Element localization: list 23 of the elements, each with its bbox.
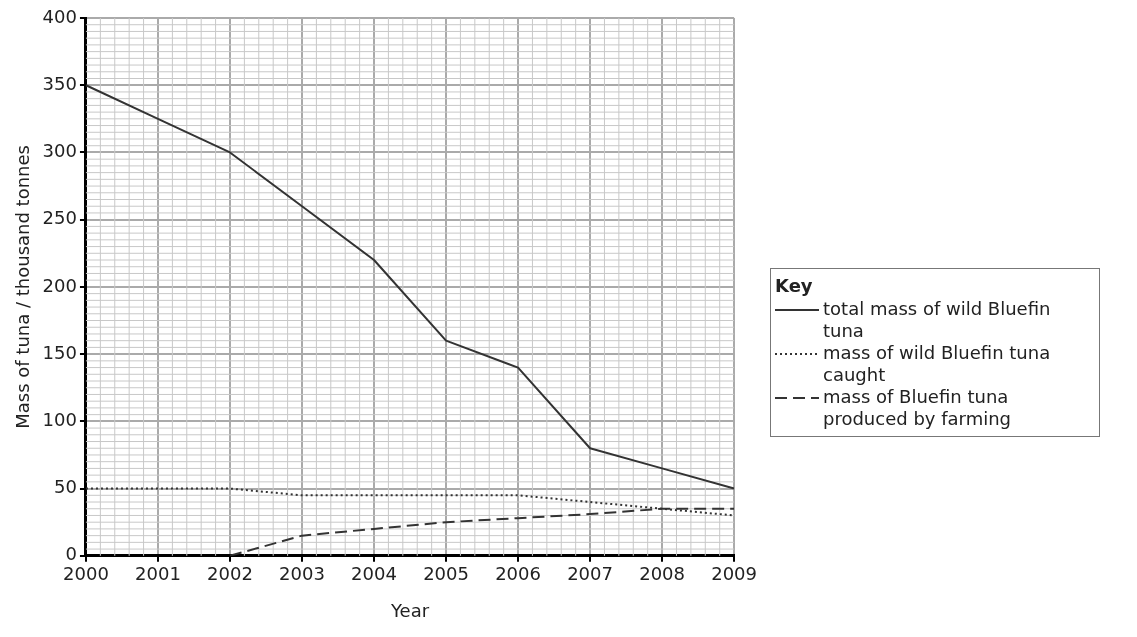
y-tick-label: 350 [42, 72, 77, 94]
x-tick-label: 2004 [351, 563, 397, 585]
x-tick-label: 2002 [207, 563, 253, 585]
y-tick-label: 50 [54, 476, 77, 498]
y-tick-label: 100 [42, 409, 77, 431]
y-tick-label: 400 [42, 5, 77, 27]
x-tick-label: 2000 [63, 563, 109, 585]
y-axis-title: Mass of tuna / thousand tonnes [12, 145, 34, 429]
x-tick-label: 2001 [135, 563, 181, 585]
y-tick-label: 200 [42, 274, 77, 296]
y-tick-label: 0 [65, 543, 77, 565]
legend-title: Key [775, 275, 814, 296]
y-tick-label: 300 [42, 140, 77, 162]
x-tick-label: 2007 [567, 563, 613, 585]
x-tick-label: 2003 [279, 563, 325, 585]
x-tick-label: 2006 [495, 563, 541, 585]
x-axis-title: Year [389, 599, 430, 621]
x-tick-label: 2005 [423, 563, 469, 585]
x-tick-label: 2008 [639, 563, 685, 585]
x-tick-label: 2009 [711, 563, 757, 585]
y-tick-label: 250 [42, 207, 77, 229]
legend-label: mass of Bluefin tuna produced by farming [823, 386, 1012, 430]
y-tick-label: 150 [42, 341, 77, 363]
